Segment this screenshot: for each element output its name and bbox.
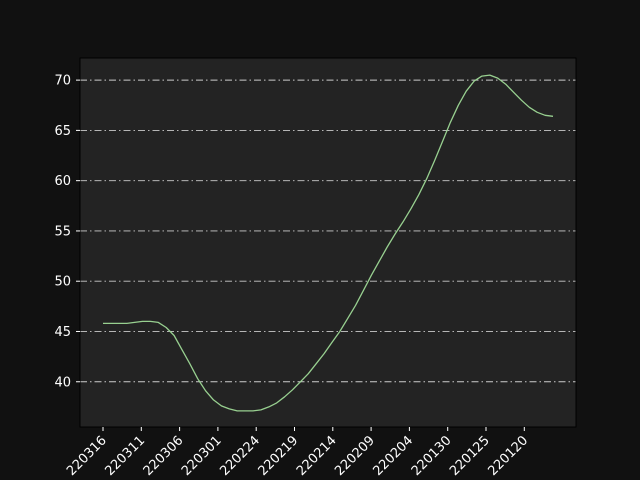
series-layer [103, 74, 554, 412]
series-line [103, 74, 554, 412]
plot-area [80, 58, 576, 427]
y-tick-label: 55 [54, 224, 71, 239]
y-tick-label: 40 [54, 375, 71, 390]
y-axis: 40 45 50 55 60 65 70 [54, 74, 80, 390]
y-tick-label: 50 [54, 275, 71, 290]
y-tick-label: 60 [54, 174, 71, 189]
plot-frame [79, 57, 577, 428]
y-tick-label: 45 [54, 325, 71, 340]
y-gridlines [80, 79, 576, 383]
y-tick-label: 70 [54, 74, 71, 89]
y-tick-label: 65 [54, 124, 71, 139]
